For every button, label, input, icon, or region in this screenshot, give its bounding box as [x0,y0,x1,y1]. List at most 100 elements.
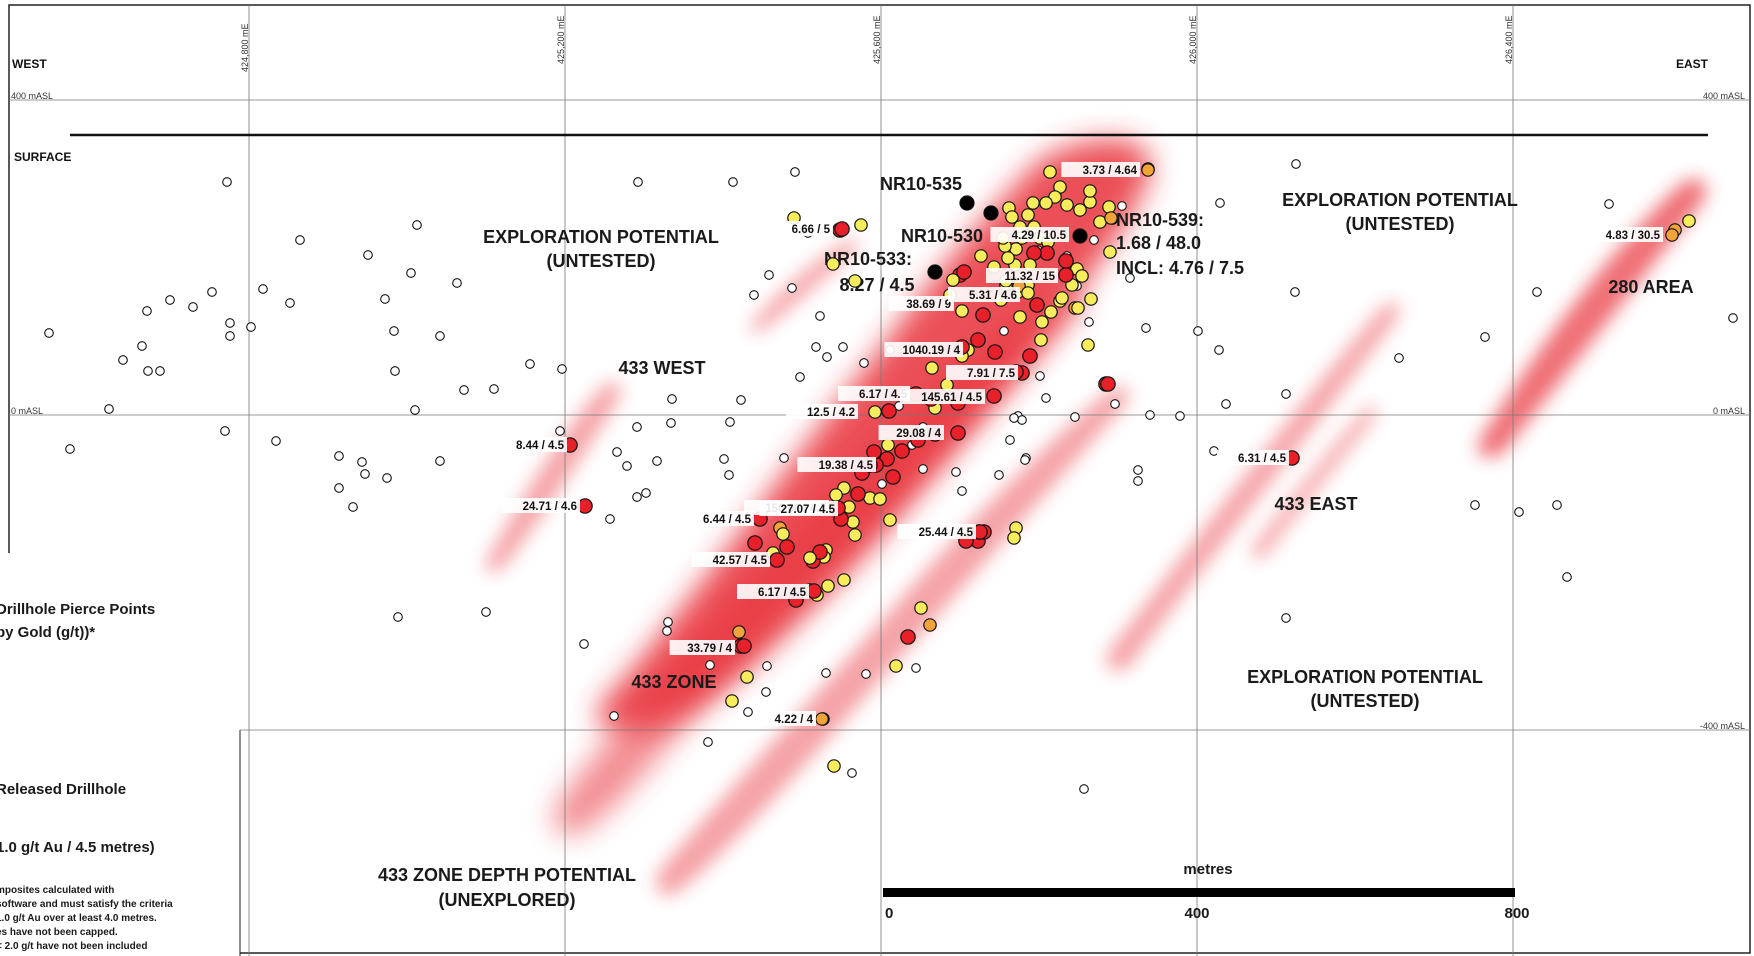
open-pierce-point [389,326,399,336]
open-pierce-point [861,669,871,679]
open-pierce-point [579,639,589,649]
open-pierce-point [1281,613,1291,623]
intercept-label: 7.91 / 7.5 [967,368,1016,380]
open-pierce-point [918,464,928,474]
intercept-labels: 3.73 / 4.64 6.66 / 5 4.29 / 10.5 11.32 / 15… [495,162,1663,726]
intercept-label-bg [897,524,976,539]
open-pierce-point [1514,507,1524,517]
depth-potential-sub: (UNEXPLORED) [438,890,575,910]
low-grade-pierce-point [1081,338,1095,352]
open-pierce-point [44,328,54,338]
zone-280 [1478,178,1707,458]
intercept-label-bg [888,296,954,311]
open-pierce-point [412,220,422,230]
high-grade-pierce-point [894,443,910,459]
open-pierce-point [911,663,921,673]
low-grade-pierce-point [1007,531,1021,545]
released-drillhole-point [1072,228,1088,244]
open-pierce-points [44,159,1738,794]
open-pierce-point [143,366,153,376]
open-pierce-point [410,405,420,415]
elevation-labels: 400 mASL 400 mASL 0 mASL 0 mASL -400 mAS… [11,91,1745,731]
intercept-label-bg [838,386,910,401]
low-grade-pierce-point [1103,245,1117,259]
open-pierce-point [1221,399,1231,409]
intercept-label-bg [495,437,567,452]
low-grade-pierce-point [1060,198,1074,212]
legend-note: < 2.0 g/t have not been included [0,941,147,952]
intercept-label-bg [899,389,985,404]
intercept-label: 24.71 / 4.6 [523,501,577,513]
mid-grade-pierce-point [1665,228,1679,242]
high-grade-pierce-point [987,344,1003,360]
open-pierce-point [609,711,619,721]
intercept-label-bg [1584,227,1663,242]
intercept-label: 29.08 / 4 [896,428,941,440]
label-280-area: 280 AREA [1608,277,1693,297]
open-pierce-point [612,447,622,457]
scale-bar-line [883,888,1515,897]
section-frame [8,4,1751,954]
untested-ne: (UNTESTED) [1346,214,1455,234]
open-pierce-point [663,617,673,627]
mid-grade-pierce-point [1141,163,1155,177]
intercept-label: 4.22 / 4 [775,714,814,726]
low-grade-pierce-point [837,573,851,587]
open-pierce-point [285,298,295,308]
open-pierce-point [666,418,676,428]
high-grade-pierce-point [885,469,901,485]
easting-label: 426,400 mE [1504,15,1514,64]
intercept-label-bg [774,221,833,236]
high-grade-pierce-point [1058,267,1074,283]
intercept-label-bg [759,501,838,516]
open-pierce-point [555,426,565,436]
high-grade-pierce-point [950,425,966,441]
open-pierce-point [1125,273,1135,283]
legend-pierce-title: Drillhole Pierce Points [0,601,155,618]
intercept-label: 5.31 / 4.6 [969,290,1017,302]
high-grade-pierce-point [747,535,763,551]
zone-433-east [1106,302,1400,672]
open-pierce-point [1035,371,1045,381]
untested-west: (UNTESTED) [547,251,656,271]
intercept-label: 19.38 / 4.5 [819,460,874,472]
open-pierce-point [1552,500,1562,510]
low-grade-pierce-point [826,257,840,271]
open-pierce-point [1281,389,1291,399]
high-grade-pierce-point [986,388,1002,404]
intercept-label-bg [986,268,1058,283]
intercept-label-bg [757,711,816,726]
open-pierce-point [1041,393,1051,403]
depth-potential-title: 433 ZONE DEPTH POTENTIAL [378,865,636,885]
intercept-label-bg [884,342,963,357]
open-pierce-point [1089,235,1099,245]
intercept-label: 6.17 / 4.5 [758,587,807,599]
intercept-label-bg [1217,450,1289,465]
intercept-label-bg [786,404,858,419]
low-grade-pierce-point [974,249,988,263]
intercept-label-bg [669,640,735,655]
low-grade-pierce-point [1026,196,1040,210]
open-pierce-point [557,364,567,374]
open-pierce-point [334,483,344,493]
open-pierce-point [795,372,805,382]
low-grade-pierce-point [1039,196,1053,210]
mid-grade-pierce-point [815,712,829,726]
open-pierce-point [65,444,75,454]
open-pierce-point [271,436,281,446]
low-grade-pierce-point [1035,315,1049,329]
easting-label: 425,200 mE [556,15,566,64]
open-pierce-point [1193,326,1203,336]
hole-nr10-539: NR10-539: [1116,210,1204,230]
legend-pierce-subtitle: by Gold (g/t))* [0,624,95,641]
low-grade-pierce-point [1001,251,1015,265]
released-drillhole-point [927,264,943,280]
open-pierce-point [225,331,235,341]
open-pierce-point [1133,465,1143,475]
open-pierce-point [779,453,789,463]
low-grade-pierce-point [1084,292,1098,306]
hole-nr10-535: NR10-535 [880,174,962,194]
intercept-label-bg [878,425,944,440]
open-pierce-point [859,358,869,368]
